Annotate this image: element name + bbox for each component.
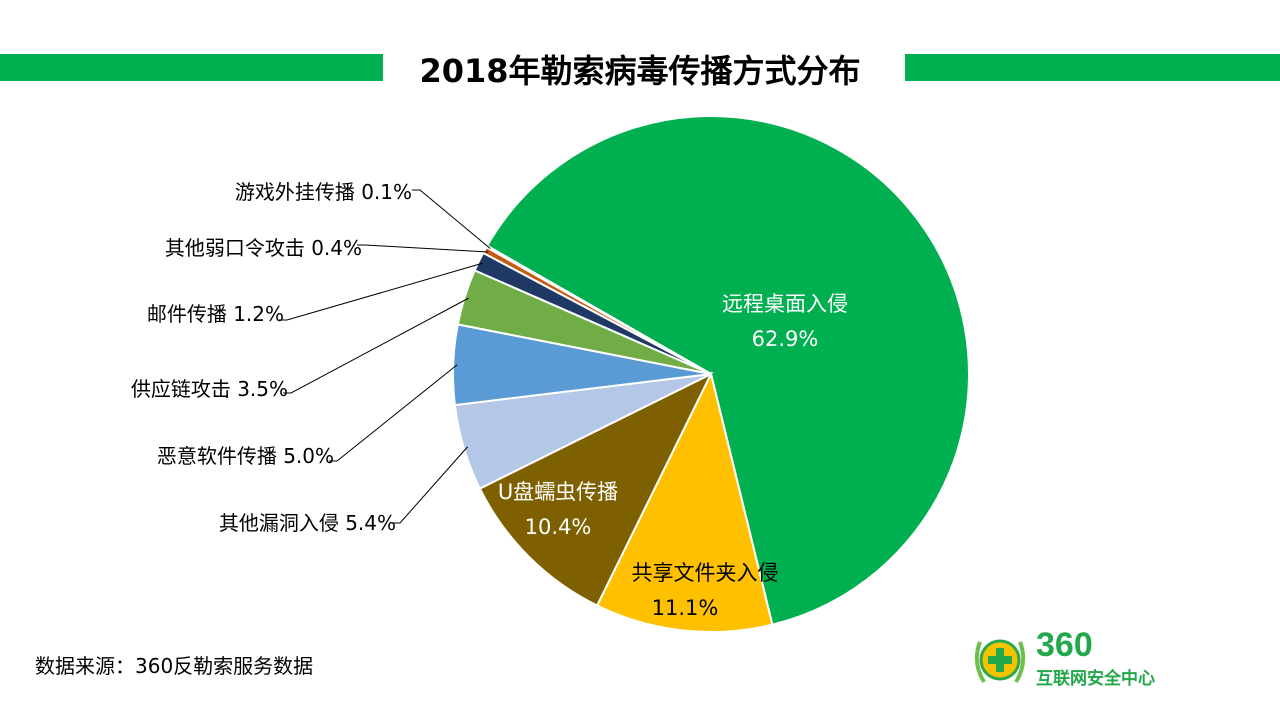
leader-line-4 xyxy=(329,364,458,462)
logo-text: 互联网安全中心 xyxy=(1036,669,1155,689)
leader-line-8 xyxy=(412,189,491,249)
slice-label-1: 共享文件夹入侵 11.1% xyxy=(631,561,779,620)
slice-label-7: 其他弱口令攻击 0.4% xyxy=(164,236,362,260)
leader-line-5 xyxy=(283,297,469,394)
slice-label-2: U盘蠕虫传播 10.4% xyxy=(497,480,619,539)
pie-slice-1 xyxy=(595,371,774,633)
title-bar-left xyxy=(0,54,383,81)
slice-label-5: 供应链攻击 3.5% xyxy=(130,377,288,401)
leader-line-6 xyxy=(279,262,483,321)
leader-line-3 xyxy=(392,446,469,524)
slice-label-6: 邮件传播 1.2% xyxy=(146,302,284,326)
logo-emblem-icon xyxy=(974,639,1026,684)
pie-slice-0 xyxy=(485,115,970,626)
slice-label-3: 其他漏洞入侵 5.4% xyxy=(218,511,396,535)
slice-label-8: 游戏外挂传播 0.1% xyxy=(234,180,412,204)
leader-line-7 xyxy=(357,244,489,253)
data-source: 数据来源：360反勒索服务数据 xyxy=(35,654,314,678)
title-bar-right xyxy=(905,54,1280,81)
pie-slice-2 xyxy=(478,371,714,607)
logo-360: 360 互联网安全中心 xyxy=(970,626,1190,690)
slice-label-0: 远程桌面入侵 62.9% xyxy=(722,292,848,351)
slice-label-4: 恶意软件传播 5.0% xyxy=(156,444,334,468)
chart-title: 2018年勒索病毒传播方式分布 xyxy=(419,52,861,90)
logo-number: 360 xyxy=(1036,626,1093,664)
